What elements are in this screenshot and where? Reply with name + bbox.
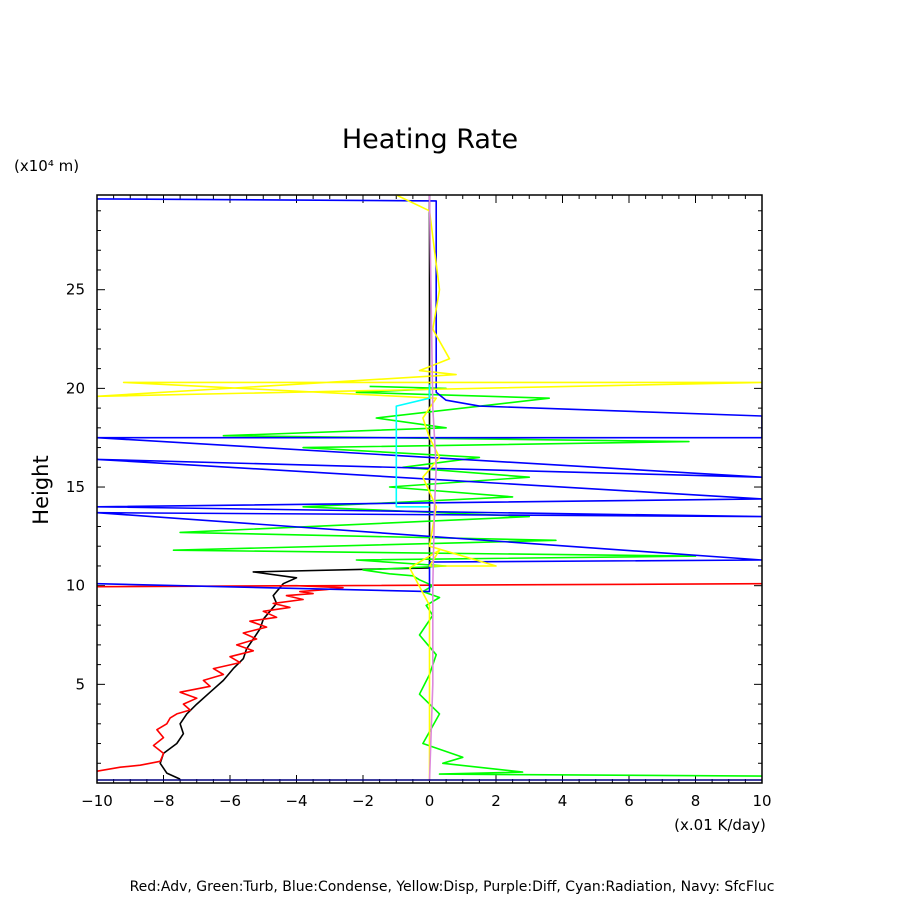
chart-title: Heating Rate — [342, 124, 518, 155]
x-tick-label: 2 — [491, 792, 501, 810]
x-tick-label: −8 — [152, 792, 174, 810]
y-tick-label: 10 — [66, 577, 85, 595]
x-tick-label: −6 — [219, 792, 241, 810]
x-tick-label: 4 — [558, 792, 568, 810]
series-layer — [97, 195, 762, 782]
x-tick-label: −4 — [285, 792, 307, 810]
y-axis-label: Height — [29, 455, 53, 524]
y-tick-label: 15 — [66, 478, 85, 496]
legend-text: Red:Adv, Green:Turb, Blue:Condense, Yell… — [130, 879, 775, 895]
series-line-diff — [428, 195, 438, 782]
y-tick-label: 20 — [66, 379, 85, 397]
x-tick-label: 8 — [691, 792, 701, 810]
x-tick-label: 6 — [624, 792, 634, 810]
series-line-adv — [97, 582, 762, 772]
x-tick-label: 10 — [752, 792, 771, 810]
y-tick-label: 25 — [66, 281, 85, 299]
x-tick-label: 0 — [425, 792, 435, 810]
series-line-radiation — [395, 384, 431, 508]
y-tick-label: 5 — [75, 675, 85, 693]
x-tick-label: −10 — [81, 792, 113, 810]
x-tick-label: −2 — [352, 792, 374, 810]
plot-frame — [96, 194, 763, 784]
y-unit-label: (x10⁴ m) — [14, 157, 79, 175]
series-line-total — [159, 195, 431, 780]
series-line-turb — [172, 385, 762, 777]
x-axis-label: (x.01 K/day) — [674, 816, 766, 834]
